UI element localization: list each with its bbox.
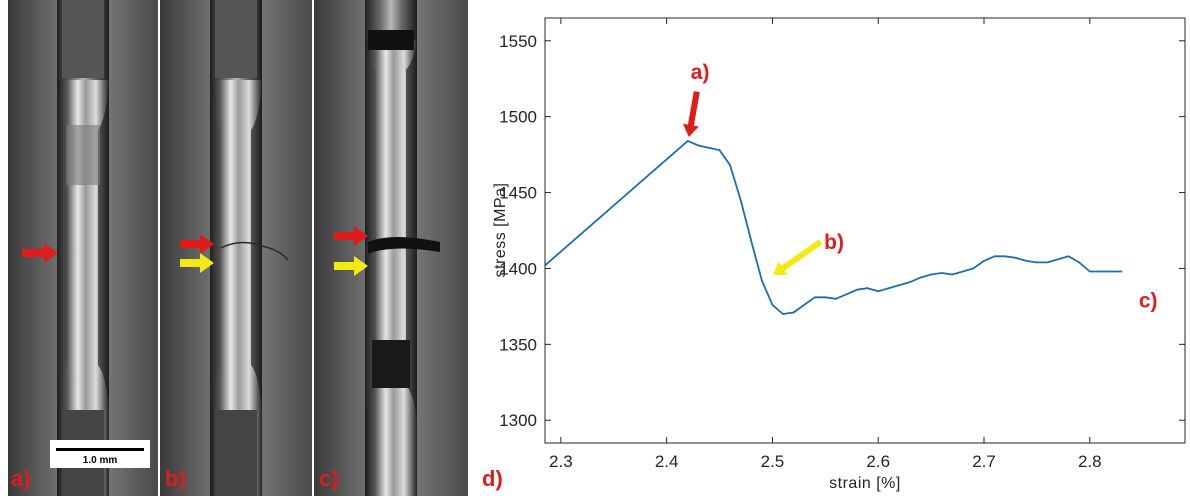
y-axis: 1300 1350 1400 1450 1500 1550 [499, 32, 1185, 430]
chart-panel-label: d) [482, 466, 503, 491]
annotation-a: a) [691, 61, 710, 84]
data-point [887, 287, 890, 290]
data-point [824, 296, 827, 299]
data-point [1078, 261, 1081, 264]
x-tick-label: 2.3 [549, 452, 573, 471]
y-tick-label: 1350 [499, 335, 537, 354]
data-point [1046, 261, 1049, 264]
data-point [972, 267, 975, 270]
data-point [909, 281, 911, 284]
data-point [993, 255, 996, 258]
data-point [697, 144, 700, 147]
photo-panel-a: 1.0 mm a) [8, 0, 158, 496]
data-point [739, 199, 742, 202]
yellow-arrow-icon [180, 253, 214, 273]
plot-area [544, 17, 1186, 444]
data-point [1120, 270, 1123, 273]
data-point [792, 311, 795, 314]
y-tick-label: 1450 [499, 184, 537, 203]
data-point [856, 288, 858, 291]
data-point [877, 290, 880, 293]
scale-bar-label: 1.0 mm [83, 455, 118, 466]
y-axis-title: stress [MPa] [492, 183, 509, 278]
photo-label-c: c) [319, 466, 339, 491]
data-point [750, 240, 753, 243]
red-arrow-icon [683, 91, 700, 137]
x-tick-label: 2.4 [655, 452, 679, 471]
data-point [961, 270, 964, 273]
scale-bar: 1.0 mm [50, 440, 150, 468]
data-point [1004, 255, 1007, 258]
y-tick-label: 1300 [499, 411, 537, 430]
data-point [813, 296, 816, 299]
x-tick-label: 2.5 [761, 452, 785, 471]
x-axis: 2.3 2.4 2.5 2.6 2.7 2.8 [549, 18, 1102, 471]
x-tick-label: 2.6 [866, 452, 890, 471]
y-tick-label: 1500 [499, 108, 537, 127]
stress-strain-chart: 2.3 2.4 2.5 2.6 2.7 2.8 130013501400145015001… [482, 17, 1186, 492]
data-point [718, 149, 721, 151]
data-point [760, 279, 763, 282]
data-point [835, 297, 837, 300]
data-point [1057, 258, 1059, 261]
yellow-arrow-icon [334, 256, 368, 276]
data-point [1067, 255, 1070, 258]
data-points [544, 140, 1123, 315]
data-point [951, 273, 954, 276]
data-point [866, 287, 869, 290]
y-tick-label: 1550 [499, 32, 537, 51]
data-point [940, 272, 943, 274]
photo-panel-b: b) [160, 0, 312, 496]
data-point [1025, 259, 1028, 262]
chart-annotations: a) b) c) [683, 61, 1158, 312]
photo-label-b: b) [165, 466, 186, 491]
data-point [845, 293, 848, 296]
data-point [1110, 270, 1112, 273]
data-point [898, 284, 901, 287]
data-point [1099, 270, 1102, 273]
x-axis-title: strain [%] [829, 475, 901, 492]
data-point [930, 273, 933, 276]
data-point [1014, 256, 1017, 259]
data-point [686, 140, 689, 142]
annotation-b: b) [824, 231, 844, 254]
red-arrow-icon [334, 226, 368, 246]
data-point [1036, 261, 1038, 264]
x-tick-label: 2.7 [972, 452, 996, 471]
data-point [729, 164, 732, 167]
red-arrow-icon [180, 234, 214, 254]
x-tick-label: 2.8 [1078, 452, 1102, 471]
data-point [803, 303, 806, 306]
data-point [771, 303, 774, 306]
y-tick-label: 1400 [499, 259, 537, 278]
data-point [782, 313, 784, 315]
data-point [544, 264, 546, 267]
annotation-c: c) [1139, 289, 1158, 312]
specimen-photo-strip: 1.0 mm a) b) c) [8, 0, 468, 496]
photo-panel-c: c) [314, 0, 468, 496]
red-arrow-icon [22, 243, 58, 263]
stress-strain-line [544, 140, 1122, 315]
photo-label-a: a) [11, 466, 31, 491]
data-point [983, 259, 985, 262]
data-point [919, 276, 922, 279]
data-point [1088, 270, 1091, 273]
yellow-arrow-icon [773, 239, 823, 276]
